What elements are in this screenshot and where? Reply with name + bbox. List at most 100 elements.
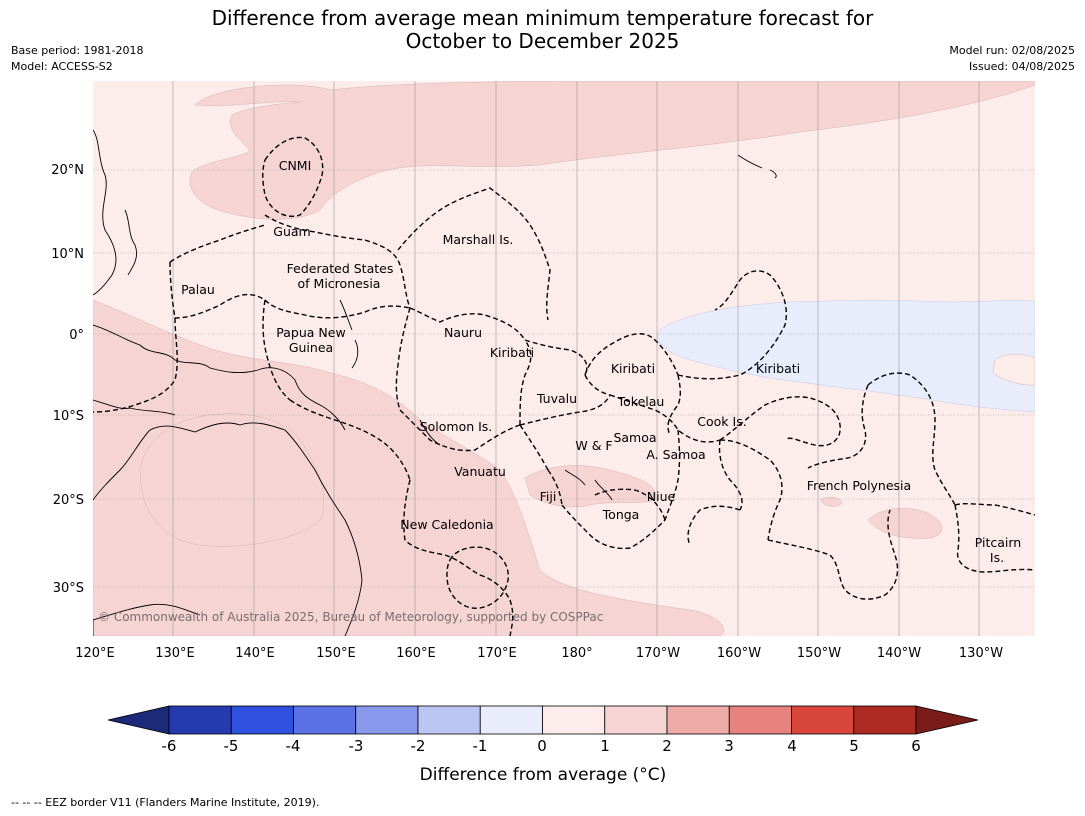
lon-label: 170°W (636, 646, 680, 661)
label-new-caledonia: New Caledonia (400, 517, 493, 532)
title-line-2: October to December 2025 (405, 29, 680, 53)
label-png-line1: Papua New (276, 325, 345, 340)
base-period-text: Base period: 1981-2018 (11, 44, 144, 57)
meta-right: Model run: 02/08/2025 Issued: 04/08/2025 (949, 43, 1075, 75)
colorbar-tick-label: 6 (911, 737, 921, 755)
footnote: -- -- -- EEZ border V11 (Flanders Marine… (11, 796, 320, 809)
colorbar-extension-low (107, 705, 170, 735)
colorbar-tick-label: -6 (162, 737, 177, 755)
lat-label: 10°N (51, 247, 84, 262)
label-tuvalu: Tuvalu (536, 391, 577, 406)
lon-label: 160°W (717, 646, 761, 661)
colorbar-tick-labels: -6 -5 -4 -3 -2 -1 0 1 2 3 4 5 6 (162, 737, 921, 755)
colorbar-segment (168, 705, 232, 735)
label-american-samoa: A. Samoa (646, 447, 705, 462)
label-palau: Palau (181, 282, 215, 297)
label-kiribati-west: Kiribati (490, 345, 534, 360)
map-gridlines (93, 81, 1035, 636)
colorbar-segment (230, 705, 294, 735)
map-title: Difference from average mean minimum tem… (0, 7, 1085, 53)
label-guam: Guam (273, 224, 310, 239)
anomaly-area-southwest (93, 299, 724, 636)
lat-label: 30°S (53, 581, 84, 596)
colorbar-tick-label: -1 (473, 737, 488, 755)
lon-label: 150°E (316, 646, 356, 661)
colorbar-segment (666, 705, 730, 735)
colorbar-tick-label: 4 (787, 737, 797, 755)
label-png-line2: Guinea (289, 340, 333, 355)
label-french-polynesia: French Polynesia (807, 478, 911, 493)
anomaly-area-negative (657, 299, 1035, 413)
title-line-1: Difference from average mean minimum tem… (211, 6, 874, 30)
colorbar-tick-label: -3 (349, 737, 364, 755)
copyright-text: © Commonwealth of Australia 2025, Bureau… (98, 610, 603, 624)
lon-label: 120°E (75, 646, 115, 661)
anomaly-area-positive-inset (992, 353, 1035, 386)
label-solomon-is: Solomon Is. (420, 419, 493, 434)
label-kiribati-central: Kiribati (611, 361, 655, 376)
anomaly-area-polynesia-small (819, 496, 843, 507)
colorbar-segment (791, 705, 855, 735)
colorbar-segment (542, 705, 606, 735)
meta-left: Base period: 1981-2018 Model: ACCESS-S2 (11, 43, 143, 75)
lon-label: 180° (561, 646, 592, 661)
model-run-text: Model run: 02/08/2025 (949, 44, 1075, 57)
model-text: Model: ACCESS-S2 (11, 60, 113, 73)
colorbar-tick-label: 3 (724, 737, 734, 755)
label-kiribati-east: Kiribati (756, 361, 800, 376)
label-tonga: Tonga (602, 507, 640, 522)
lon-label: 140°W (877, 646, 921, 661)
label-tokelau: Tokelau (617, 394, 665, 409)
colorbar-tick-label: 1 (600, 737, 610, 755)
eez-borders (93, 136, 1035, 636)
colorbar-segment (604, 705, 668, 735)
colorbar-segment (417, 705, 481, 735)
lon-label: 150°W (797, 646, 841, 661)
lon-label: 170°E (477, 646, 517, 661)
anomaly-area-polynesia (867, 508, 942, 539)
anomaly-area-fiji (524, 465, 657, 508)
lon-label: 140°E (235, 646, 275, 661)
lon-label: 130°E (155, 646, 195, 661)
label-samoa: Samoa (613, 430, 656, 445)
colorbar-segment (479, 705, 543, 735)
colorbar-segment (293, 705, 357, 735)
colorbar-segment (728, 705, 792, 735)
label-marshall-is: Marshall Is. (443, 232, 514, 247)
label-niue: Niue (647, 489, 676, 504)
anomaly-area-sw-inner (139, 413, 325, 547)
label-fiji: Fiji (540, 489, 557, 504)
label-nauru: Nauru (444, 325, 482, 340)
colorbar (107, 705, 979, 735)
label-pitcairn-line1: Pitcairn (975, 535, 1021, 550)
lat-label: 10°S (53, 409, 84, 424)
colorbar-tick-label: -4 (286, 737, 301, 755)
label-vanuatu: Vanuatu (454, 464, 506, 479)
lon-label: 160°E (396, 646, 436, 661)
colorbar-segment (355, 705, 419, 735)
latitude-tick-labels: 20°N 10°N 0° 10°S 20°S 30°S (51, 163, 84, 596)
region-labels: CNMI Guam Marshall Is. Federated States … (181, 158, 1021, 565)
map-panel: CNMI Guam Marshall Is. Federated States … (93, 81, 1035, 636)
issued-text: Issued: 04/08/2025 (968, 60, 1075, 73)
label-cook-is: Cook Is. (697, 414, 746, 429)
colorbar-extension-high (915, 705, 979, 735)
colorbar-tick-label: 0 (537, 737, 547, 755)
colorbar-tick-label: 5 (849, 737, 859, 755)
lat-label: 20°N (51, 163, 84, 178)
colorbar-tick-label: -5 (224, 737, 239, 755)
lat-label: 0° (69, 328, 84, 343)
label-pitcairn-line2: Is. (990, 550, 1004, 565)
label-wallis-futuna: W & F (575, 438, 612, 453)
colorbar-tick-label: -2 (411, 737, 426, 755)
colorbar-tick-label: 2 (662, 737, 672, 755)
colorbar-title: Difference from average (°C) (420, 765, 667, 785)
coastlines (93, 129, 777, 636)
longitude-tick-labels: 120°E 130°E 140°E 150°E 160°E 170°E 180°… (75, 646, 1003, 661)
label-fsm-line2: of Micronesia (298, 276, 381, 291)
lat-label: 20°S (53, 493, 84, 508)
label-fsm-line1: Federated States (287, 261, 394, 276)
lon-label: 130°W (959, 646, 1003, 661)
colorbar-segment (853, 705, 917, 735)
